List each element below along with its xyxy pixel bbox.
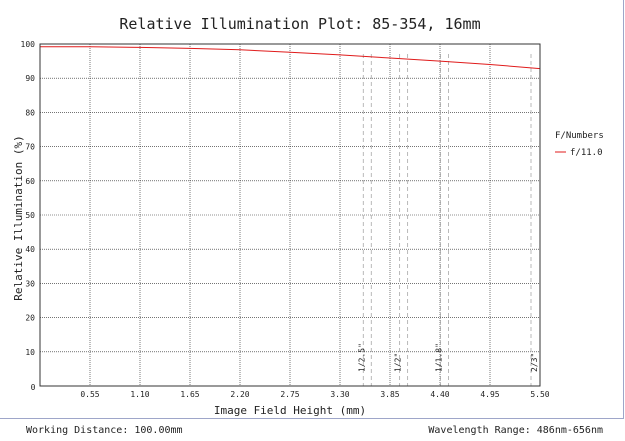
x-tick-label: 3.30: [330, 390, 349, 399]
plot-border: [39, 43, 541, 387]
x-tick-label: 2.20: [230, 390, 249, 399]
x-tick-label: 3.85: [380, 390, 399, 399]
tick-label-layer: 0.55 1.10 1.65 2.20 2.75 3.30 3.85 4.40 4.95 5.50…: [21, 40, 550, 399]
sensor-marker-layer: 1/2.5" 1/2" 1/1.8" 2/3": [357, 54, 539, 386]
y-tick-label: 10: [25, 348, 35, 357]
series-layer: [40, 46, 541, 70]
x-tick-label: 1.65: [180, 390, 199, 399]
x-tick-label: 4.40: [430, 390, 449, 399]
y-tick-label: 100: [21, 40, 36, 49]
y-tick-label: 30: [25, 279, 35, 288]
sensor-marker-label: 2/3": [530, 353, 539, 372]
grid-layer: [40, 44, 540, 386]
sensor-marker-label: 1/2.5": [357, 343, 366, 372]
working-distance-text: Working Distance: 100.00mm: [26, 425, 183, 436]
x-axis-label: Image Field Height (mm): [214, 404, 366, 417]
x-tick-label: 2.75: [280, 390, 299, 399]
series-line-f11: [40, 46, 541, 70]
y-tick-label: 40: [25, 245, 35, 254]
sensor-marker-label: 1/2": [394, 353, 403, 372]
y-tick-label: 60: [25, 177, 35, 186]
plot-frame: [0, 0, 624, 419]
legend-title: F/Numbers: [555, 131, 604, 141]
x-tick-label: 5.50: [530, 390, 549, 399]
y-tick-label: 50: [25, 211, 35, 220]
origin-tick-label: 0: [31, 383, 36, 392]
chart-title: Relative Illumination Plot: 85-354, 16mm: [119, 15, 480, 33]
y-axis-label: Relative Illumination (%): [12, 135, 25, 301]
y-tick-label: 70: [25, 143, 35, 152]
y-tick-label: 90: [25, 74, 35, 83]
x-tick-label: 4.95: [480, 390, 499, 399]
y-tick-label: 20: [25, 314, 35, 323]
x-tick-label: 1.10: [130, 390, 149, 399]
x-tick-label: 0.55: [80, 390, 99, 399]
wavelength-range-text: Wavelength Range: 486nm-656nm: [428, 425, 603, 436]
relative-illumination-chart: Relative Illumination Plot: 85-354, 16mm…: [12, 15, 604, 417]
sensor-marker-label: 1/1.8": [435, 343, 444, 372]
y-tick-label: 80: [25, 108, 35, 117]
legend-label-f11: f/11.0: [570, 148, 603, 158]
